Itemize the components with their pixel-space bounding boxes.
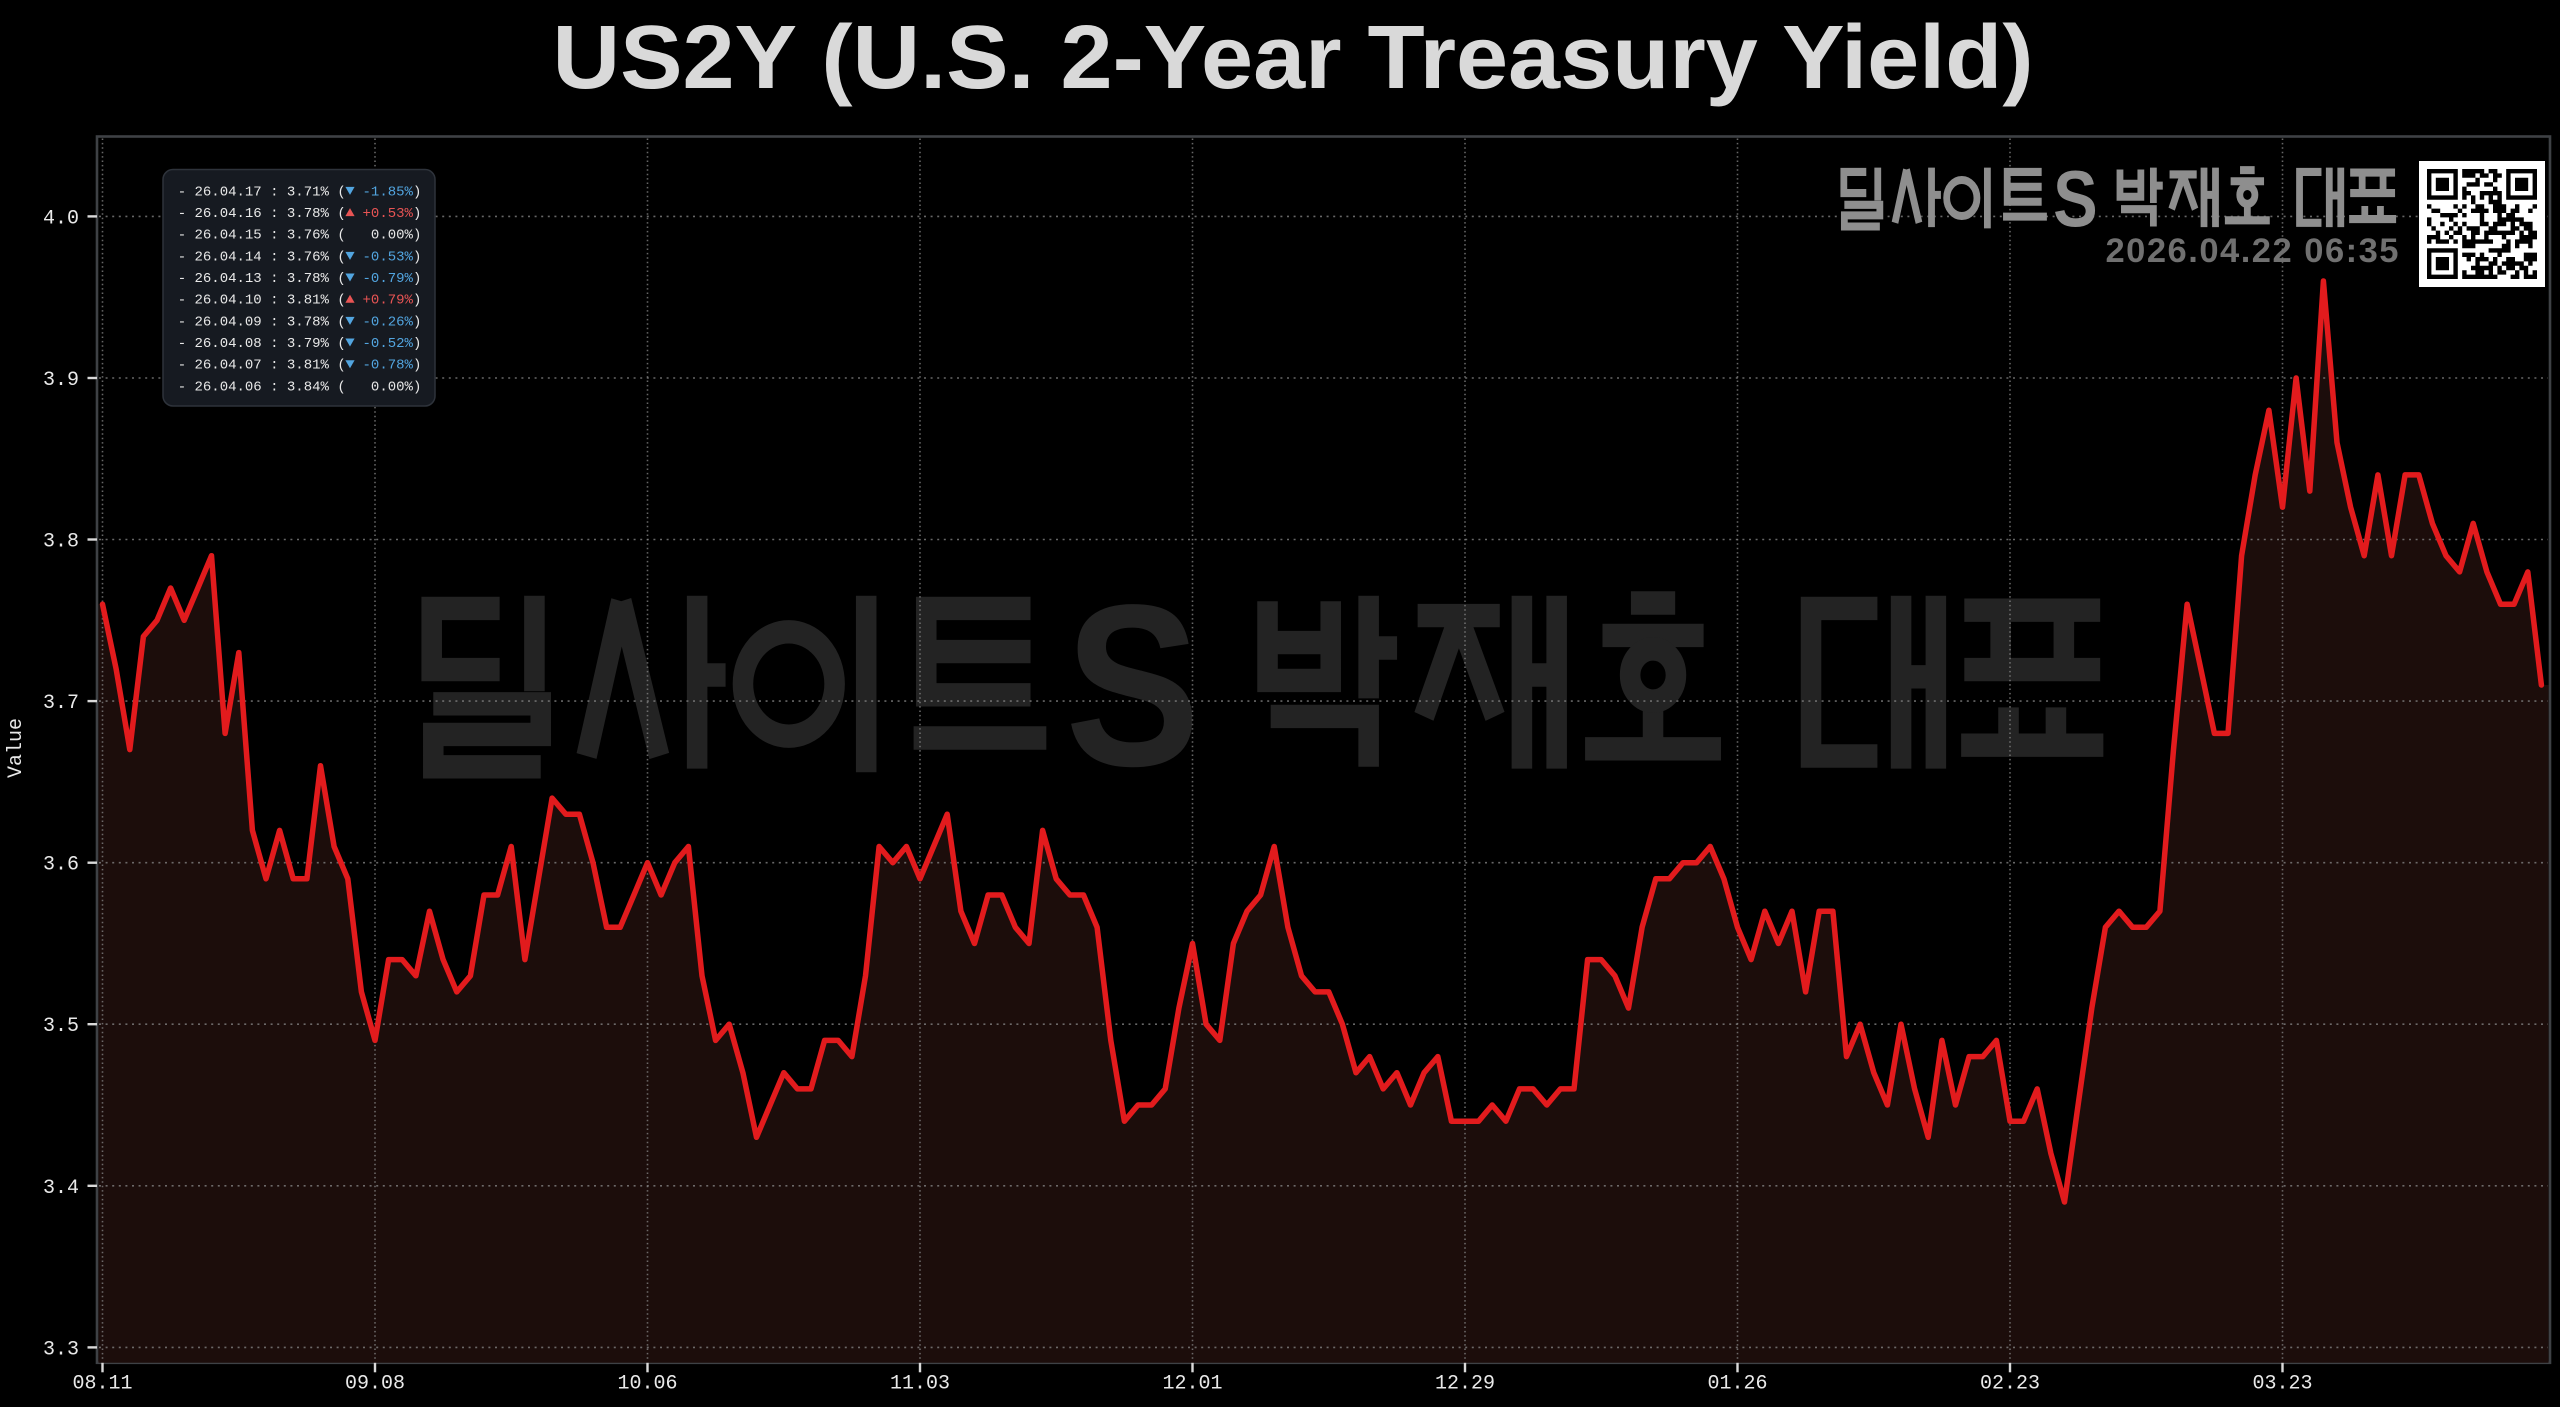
svg-text:10.06: 10.06 [617,1373,677,1396]
svg-text:- 26.04.14 : 3.76% ( -0.53%): - 26.04.14 : 3.76% ( -0.53%) [178,249,422,265]
svg-text:- 26.04.09 : 3.78% ( -0.26%): - 26.04.09 : 3.78% ( -0.26%) [178,314,422,330]
svg-text:12.29: 12.29 [1435,1373,1495,1396]
svg-text:Value: Value [5,718,28,778]
svg-text:3.7: 3.7 [43,692,79,715]
svg-text:3.6: 3.6 [43,854,79,877]
svg-text:3.3: 3.3 [43,1338,79,1361]
svg-text:3.8: 3.8 [43,531,79,554]
svg-text:2026.04.22 06:35: 2026.04.22 06:35 [2106,232,2401,270]
svg-text:3.4: 3.4 [43,1177,79,1200]
svg-text:- 26.04.17 : 3.71% ( -1.85%): - 26.04.17 : 3.71% ( -1.85%) [178,184,422,200]
svg-text:01.26: 01.26 [1707,1373,1767,1396]
svg-text:08.11: 08.11 [72,1373,132,1396]
svg-text:- 26.04.06 : 3.84% ( 0.00%): - 26.04.06 : 3.84% ( 0.00%) [178,379,422,395]
svg-text:- 26.04.10 : 3.81% ( +0.79%): - 26.04.10 : 3.81% ( +0.79%) [178,293,422,309]
svg-text:3.9: 3.9 [43,369,79,392]
svg-text:- 26.04.08 : 3.79% ( -0.52%): - 26.04.08 : 3.79% ( -0.52%) [178,336,422,352]
svg-text:02.23: 02.23 [1980,1373,2040,1396]
svg-text:11.03: 11.03 [890,1373,950,1396]
svg-text:09.08: 09.08 [345,1373,405,1396]
svg-text:3.5: 3.5 [43,1015,79,1038]
svg-text:- 26.04.07 : 3.81% ( -0.78%): - 26.04.07 : 3.81% ( -0.78%) [178,358,422,374]
svg-text:- 26.04.16 : 3.78% ( +0.53%): - 26.04.16 : 3.78% ( +0.53%) [178,206,422,222]
svg-text:- 26.04.15 : 3.76% ( 0.00%): - 26.04.15 : 3.76% ( 0.00%) [178,228,422,244]
svg-text:4.0: 4.0 [43,207,79,230]
svg-text:- 26.04.13 : 3.78% ( -0.79%): - 26.04.13 : 3.78% ( -0.79%) [178,271,422,287]
svg-text:12.01: 12.01 [1162,1373,1222,1396]
svg-text:US2Y (U.S. 2-Year Treasury Yie: US2Y (U.S. 2-Year Treasury Yield) [553,8,2034,108]
svg-text:03.23: 03.23 [2252,1373,2312,1396]
